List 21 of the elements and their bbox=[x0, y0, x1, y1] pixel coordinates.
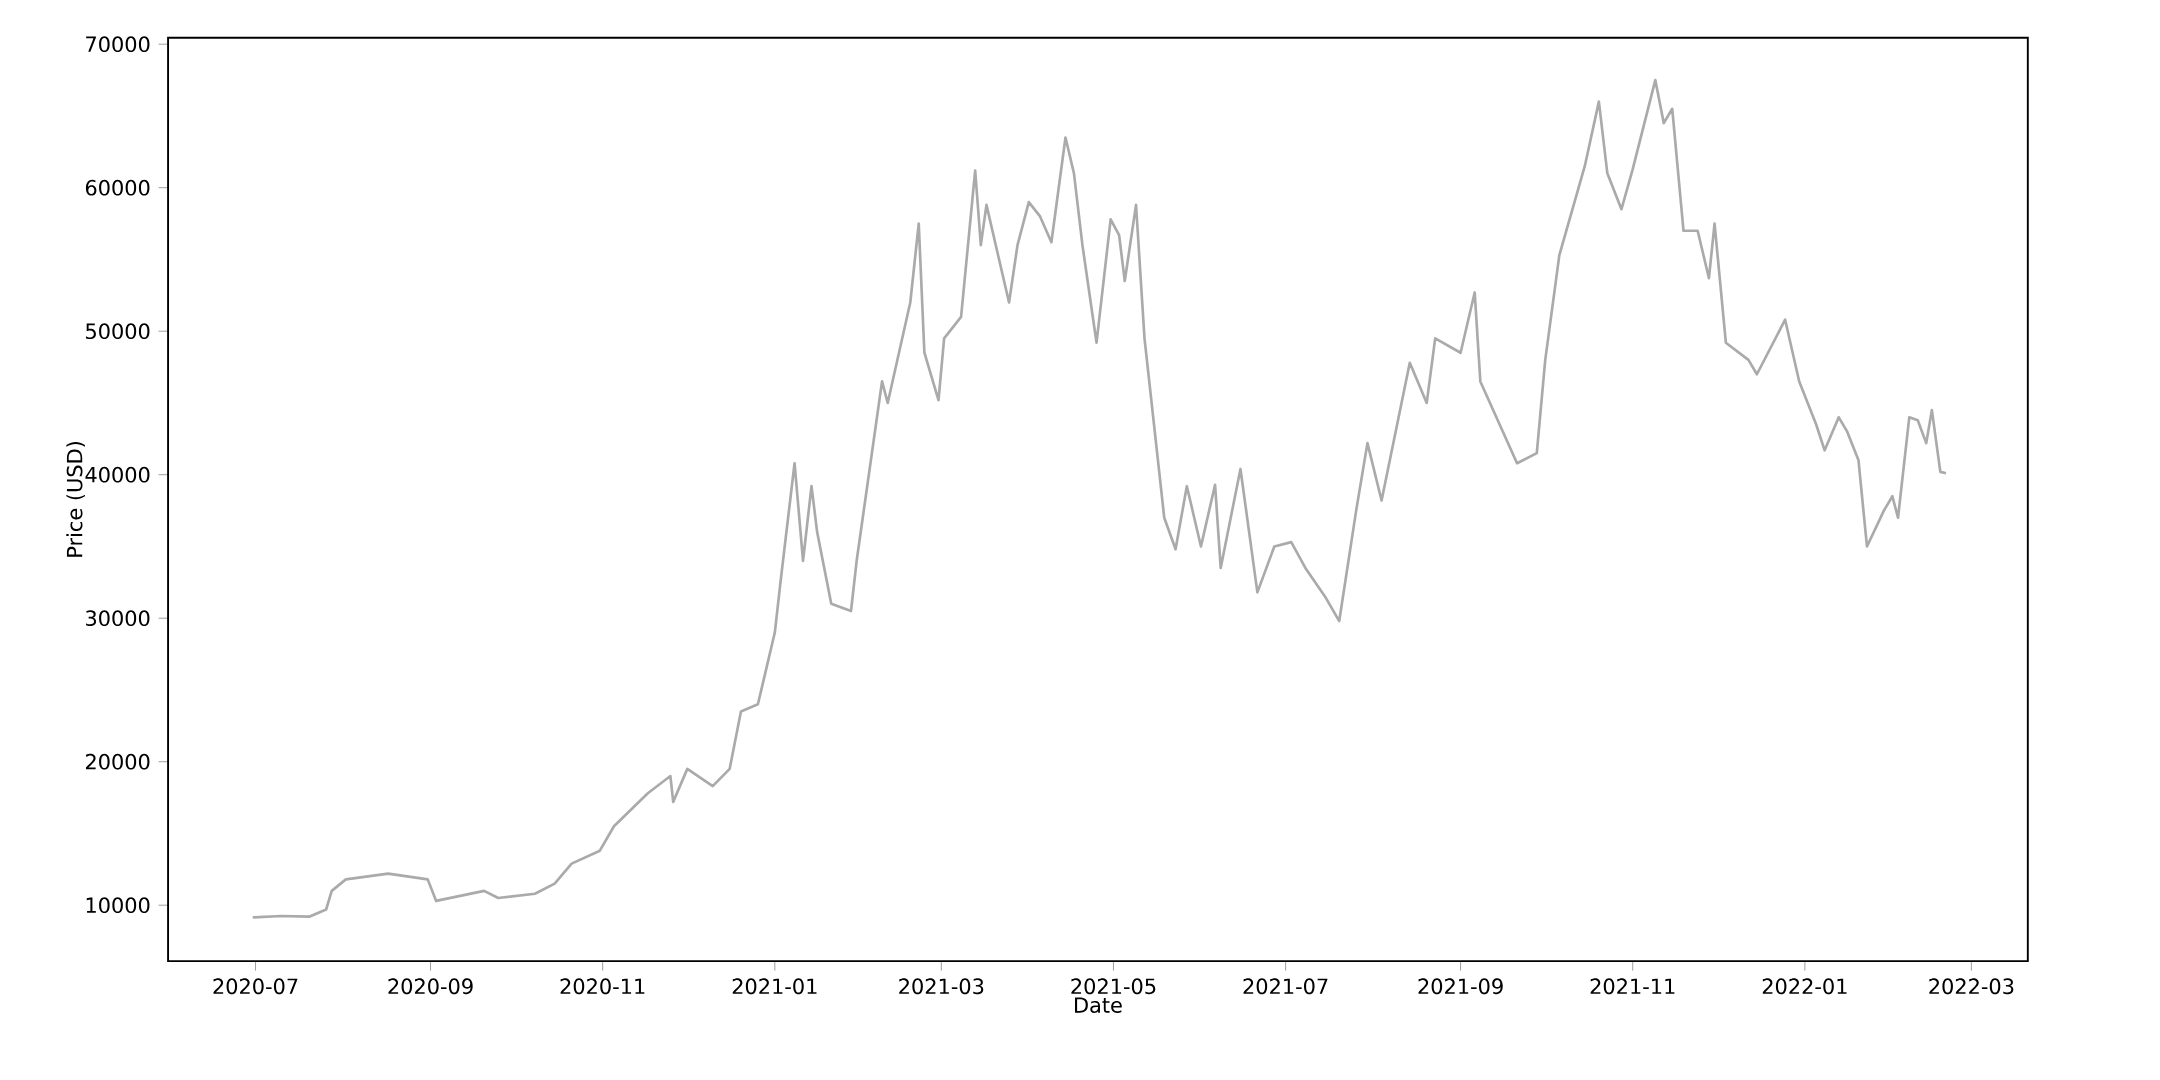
x-tick-label: 2020-07 bbox=[213, 978, 298, 995]
y-axis-title: Price (USD) bbox=[66, 442, 85, 557]
x-tick-label: 2022-01 bbox=[1762, 978, 1847, 995]
x-tick-label: 2020-09 bbox=[388, 978, 473, 995]
line-series bbox=[251, 78, 1948, 919]
x-axis-title: Date bbox=[1075, 997, 1122, 1013]
y-tick-label: 40000 bbox=[85, 466, 150, 483]
y-tick-label: 30000 bbox=[86, 610, 150, 627]
y-tick-label: 70000 bbox=[86, 36, 150, 53]
y-tick-label: 60000 bbox=[85, 179, 150, 196]
x-tick-label: 2021-09 bbox=[1418, 978, 1503, 995]
y-tick-label: 20000 bbox=[85, 753, 150, 770]
y-tick-label: 50000 bbox=[86, 323, 150, 340]
y-tick-label: 10000 bbox=[86, 897, 150, 914]
x-tick-label: 2020-11 bbox=[560, 978, 645, 995]
x-tick-label: 2021-03 bbox=[899, 978, 984, 995]
x-tick-label: 2021-11 bbox=[1590, 978, 1675, 995]
x-tick-label: 2022-03 bbox=[1929, 978, 2014, 995]
x-tick-label: 2021-01 bbox=[732, 978, 817, 995]
x-tick-label: 2021-05 bbox=[1071, 978, 1156, 995]
x-tick-label: 2021-07 bbox=[1243, 978, 1328, 995]
